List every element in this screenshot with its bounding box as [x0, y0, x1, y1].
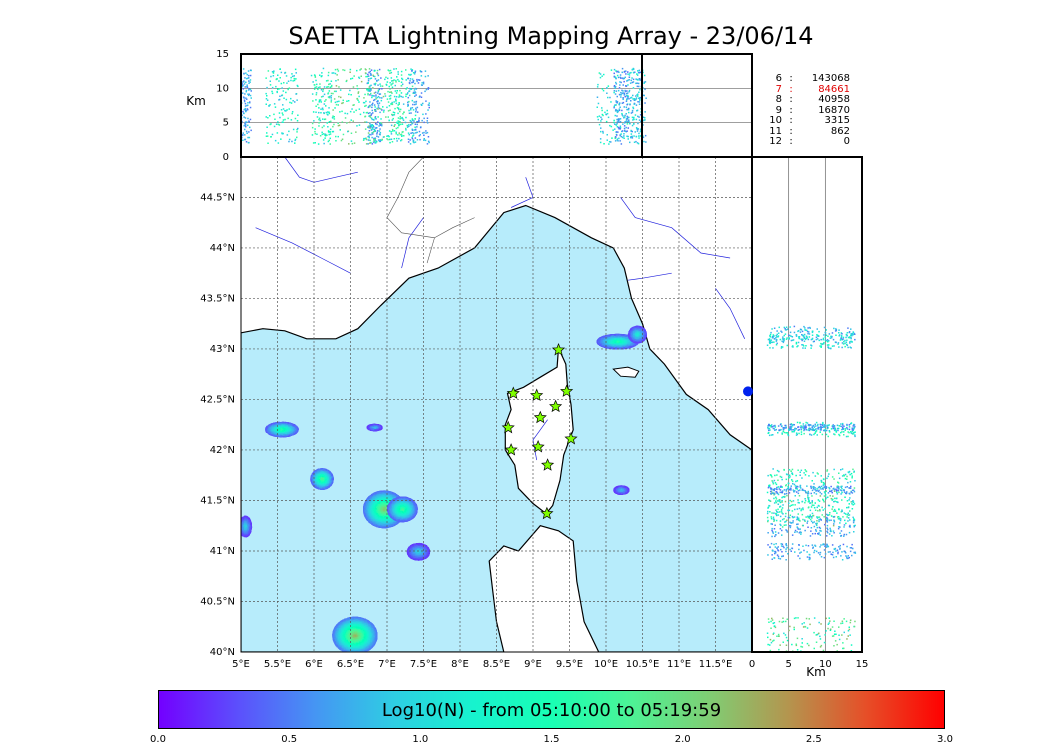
map-panel: [239, 157, 752, 655]
